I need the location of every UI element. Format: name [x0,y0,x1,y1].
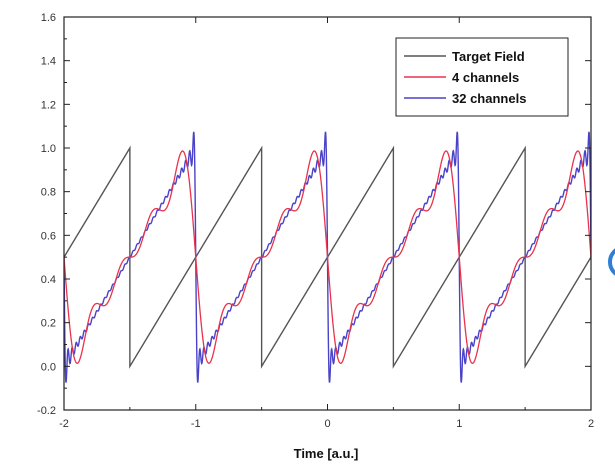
legend-label: 32 channels [452,91,526,106]
y-tick-label: 0.2 [41,318,56,330]
x-tick-label: 0 [324,418,330,430]
y-tick-label: -0.2 [37,405,56,417]
x-tick-label: 1 [456,418,462,430]
y-tick-label: 0.4 [41,274,56,286]
x-tick-label: -1 [191,418,201,430]
y-tick-label: 0.0 [41,361,56,373]
y-tick-label: 1.4 [41,56,56,68]
series-layer [64,131,591,383]
legend: Target Field 4 channels 32 channels [395,37,569,117]
y-tick-label: 0.8 [41,187,56,199]
y-tick-label: 1.2 [41,99,56,111]
x-tick-label: 2 [588,418,594,430]
partial-circle-marker [608,248,615,276]
x-tick-label: -2 [59,418,69,430]
y-tick-label: 1.6 [41,12,56,24]
ticks-layer: -2 -1 0 1 2 -0.2 0.0 0.2 0.4 0.6 0.8 1.0 1.2 1.4 1.6 [37,12,594,430]
x-axis-title: Time [a.u.] [294,446,359,461]
legend-label: 4 channels [452,70,519,85]
legend-label: Target Field [452,49,525,64]
y-tick-label: 1.0 [41,143,56,155]
y-tick-label: 0.6 [41,230,56,242]
series-line-4-channels [64,150,591,364]
